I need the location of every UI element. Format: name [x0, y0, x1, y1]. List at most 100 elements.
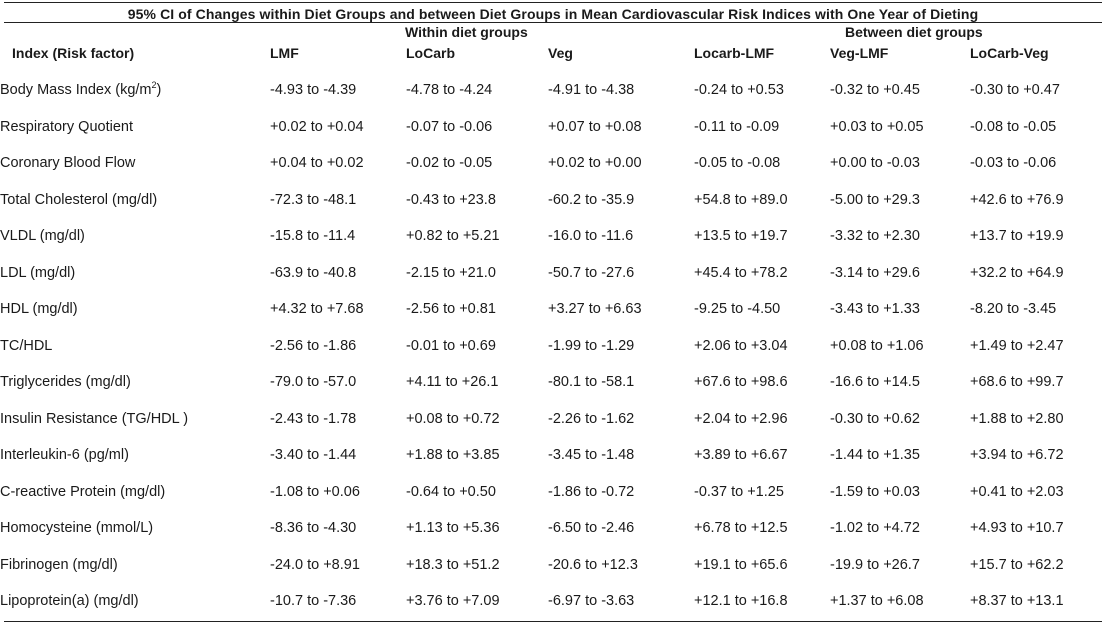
cell-locarb-lmf: +2.04 to +2.96	[694, 410, 788, 427]
index-name-text: Coronary Blood Flow	[0, 155, 136, 172]
cell-lmf: -79.0 to -57.0	[270, 374, 357, 391]
cell-locarb: -2.56 to +0.81	[406, 301, 496, 318]
cell-locarb: +0.82 to +5.21	[406, 228, 500, 245]
cell-locarb-lmf: +12.1 to +16.8	[694, 593, 788, 610]
cell-locarb-veg: +8.37 to +13.1	[970, 593, 1064, 610]
cell-veg-lmf: -3.43 to +1.33	[830, 301, 920, 318]
cell-veg: -80.1 to -58.1	[548, 374, 635, 391]
table-row: Insulin Resistance (TG/HDL ) -2.43 to -1.…	[0, 401, 1106, 438]
table-row: Homocysteine (mmol/L) -8.36 to -4.30 +1.13…	[0, 510, 1106, 547]
cell-locarb-veg: +32.2 to +64.9	[970, 264, 1064, 281]
index-name-text: TC/HDL	[0, 337, 53, 354]
cell-veg-lmf: -1.02 to +4.72	[830, 520, 920, 537]
table-body: Body Mass Index (kg/m2) -4.93 to -4.39 -4…	[0, 72, 1106, 620]
cell-locarb: +1.88 to +3.85	[406, 447, 500, 464]
cell-veg: -50.7 to -27.6	[548, 264, 635, 281]
cell-lmf: +4.32 to +7.68	[270, 301, 364, 318]
index-name-text: Triglycerides (mg/dl)	[0, 374, 131, 391]
cell-index-name: Total Cholesterol (mg/dl)	[0, 182, 270, 219]
table-row: C-reactive Protein (mg/dl) -1.08 to +0.06…	[0, 474, 1106, 511]
cell-veg-lmf: -19.9 to +26.7	[830, 556, 920, 573]
cell-veg: -6.97 to -3.63	[548, 593, 635, 610]
cell-veg: -1.99 to -1.29	[548, 337, 635, 354]
title-underline-rule	[4, 22, 1102, 23]
cell-lmf: -3.40 to -1.44	[270, 447, 357, 464]
cell-index-name: Insulin Resistance (TG/HDL )	[0, 401, 270, 438]
index-name-text: Body Mass Index (kg/m	[0, 82, 152, 99]
cell-index-name: Respiratory Quotient	[0, 109, 270, 146]
index-name-text: LDL (mg/dl)	[0, 264, 76, 281]
cell-locarb-veg: +1.88 to +2.80	[970, 410, 1064, 427]
table-row: TC/HDL -2.56 to -1.86 -0.01 to +0.69 -1.99 …	[0, 328, 1106, 365]
cell-lmf: -72.3 to -48.1	[270, 191, 357, 208]
cell-veg-lmf: -0.32 to +0.45	[830, 82, 920, 99]
cell-lmf: -24.0 to +8.91	[270, 556, 360, 573]
column-header-locarb-veg: LoCarb-Veg	[970, 45, 1049, 61]
cell-veg-lmf: -16.6 to +14.5	[830, 374, 920, 391]
cell-lmf: -2.43 to -1.78	[270, 410, 357, 427]
table-top-rule	[4, 2, 1102, 3]
cell-index-name: Interleukin-6 (pg/ml)	[0, 437, 270, 474]
cell-index-name: Triglycerides (mg/dl)	[0, 364, 270, 401]
cell-veg-lmf: +1.37 to +6.08	[830, 593, 924, 610]
table-row: Coronary Blood Flow +0.04 to +0.02 -0.02 t…	[0, 145, 1106, 182]
cell-veg: -1.86 to -0.72	[548, 483, 635, 500]
table-row: VLDL (mg/dl) -15.8 to -11.4 +0.82 to +5.21…	[0, 218, 1106, 255]
cell-locarb-veg: +42.6 to +76.9	[970, 191, 1064, 208]
table-row: Triglycerides (mg/dl) -79.0 to -57.0 +4.11…	[0, 364, 1106, 401]
cell-locarb-lmf: +3.89 to +6.67	[694, 447, 788, 464]
table-row: Lipoprotein(a) (mg/dl) -10.7 to -7.36 +3.7…	[0, 583, 1106, 620]
cell-locarb-lmf: +19.1 to +65.6	[694, 556, 788, 573]
cell-locarb-lmf: -0.11 to -0.09	[694, 118, 780, 135]
index-name-text: Total Cholesterol (mg/dl)	[0, 191, 158, 208]
cell-veg: -20.6 to +12.3	[548, 556, 638, 573]
risk-indices-table: Body Mass Index (kg/m2) -4.93 to -4.39 -4…	[0, 72, 1106, 620]
cell-index-name: Coronary Blood Flow	[0, 145, 270, 182]
cell-locarb-veg: +15.7 to +62.2	[970, 556, 1064, 573]
cell-locarb-veg: -0.30 to +0.47	[970, 82, 1060, 99]
cell-lmf: +0.02 to +0.04	[270, 118, 364, 135]
index-name-superscript: 2	[151, 80, 157, 91]
column-header-index: Index (Risk factor)	[12, 45, 135, 61]
cell-index-name: Fibrinogen (mg/dl)	[0, 547, 270, 584]
cell-lmf: -4.93 to -4.39	[270, 82, 357, 99]
cell-locarb: -0.07 to -0.06	[406, 118, 493, 135]
cell-index-name: Homocysteine (mmol/L)	[0, 510, 270, 547]
cell-locarb-lmf: -0.37 to +1.25	[694, 483, 784, 500]
cell-veg: +0.07 to +0.08	[548, 118, 642, 135]
cell-locarb-veg: +68.6 to +99.7	[970, 374, 1064, 391]
index-name-text: VLDL (mg/dl)	[0, 228, 85, 245]
table-row: Respiratory Quotient +0.02 to +0.04 -0.07 …	[0, 109, 1106, 146]
table-title: 95% CI of Changes within Diet Groups and…	[127, 6, 979, 22]
cell-locarb-lmf: -0.05 to -0.08	[694, 155, 781, 172]
cell-lmf: -1.08 to +0.06	[270, 483, 360, 500]
cell-veg-lmf: -1.44 to +1.35	[830, 447, 920, 464]
column-header-veg: Veg	[548, 45, 573, 61]
cell-locarb-lmf: +54.8 to +89.0	[694, 191, 788, 208]
cell-lmf: -2.56 to -1.86	[270, 337, 357, 354]
index-name-text: Fibrinogen (mg/dl)	[0, 556, 118, 573]
cell-lmf: +0.04 to +0.02	[270, 155, 364, 172]
table-row: Fibrinogen (mg/dl) -24.0 to +8.91 +18.3 to…	[0, 547, 1106, 584]
within-groups-header: Within diet groups	[405, 24, 528, 40]
column-header-lmf: LMF	[270, 45, 299, 61]
cell-locarb: -0.43 to +23.8	[406, 191, 496, 208]
cell-veg-lmf: +0.03 to +0.05	[830, 118, 924, 135]
cell-veg: -3.45 to -1.48	[548, 447, 635, 464]
cell-locarb: +3.76 to +7.09	[406, 593, 500, 610]
cell-locarb-lmf: +6.78 to +12.5	[694, 520, 788, 537]
column-header-veg-lmf: Veg-LMF	[830, 45, 889, 61]
cell-locarb: -0.64 to +0.50	[406, 483, 496, 500]
cell-locarb-lmf: +13.5 to +19.7	[694, 228, 788, 245]
between-groups-header: Between diet groups	[845, 24, 983, 40]
cell-index-name: VLDL (mg/dl)	[0, 218, 270, 255]
cell-veg-lmf: +0.08 to +1.06	[830, 337, 924, 354]
cell-locarb-lmf: +67.6 to +98.6	[694, 374, 788, 391]
cell-locarb-lmf: +45.4 to +78.2	[694, 264, 788, 281]
cell-index-name: Body Mass Index (kg/m2)	[0, 72, 270, 109]
cell-veg-lmf: -1.59 to +0.03	[830, 483, 920, 500]
cell-veg-lmf: +0.00 to -0.03	[830, 155, 920, 172]
index-name-text: C-reactive Protein (mg/dl)	[0, 483, 166, 500]
cell-locarb-veg: -8.20 to -3.45	[970, 301, 1057, 318]
column-header-locarb-lmf: Locarb-LMF	[694, 45, 775, 61]
